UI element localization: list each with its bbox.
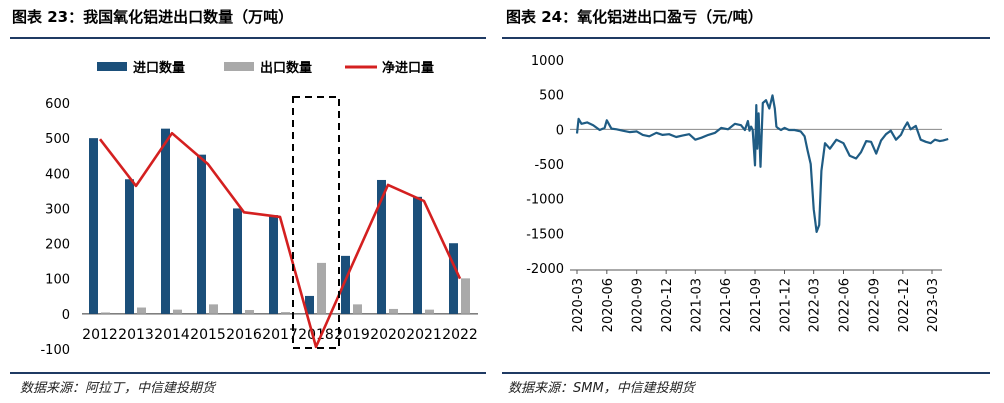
x-tick-label: 2022-06	[837, 278, 852, 332]
x-tick-label: 2020-12	[660, 278, 675, 332]
y-tick-label: 400	[45, 167, 70, 182]
chart-title: 图表 23：我国氧化铝进出口数量（万吨）	[12, 8, 294, 26]
x-tick-label: 2016	[226, 327, 262, 343]
x-tick-label: 2021-03	[689, 278, 704, 332]
footer-rule	[10, 372, 486, 374]
x-tick-label: 2022-12	[897, 278, 912, 332]
y-tick-label: 300	[45, 202, 70, 217]
legend-swatch	[97, 62, 127, 71]
x-tick-label: 2018	[298, 327, 334, 343]
export-bar	[317, 262, 326, 314]
y-tick-label: 500	[539, 89, 564, 104]
source-note: 数据来源：阿拉丁，中信建投期货	[20, 381, 216, 396]
y-tick-label: 0	[62, 308, 70, 323]
legend-label: 出口数量	[260, 60, 312, 76]
title-rule	[10, 37, 486, 39]
import-bar	[413, 196, 422, 314]
chart-title: 图表 24：氧化铝进出口盈亏（元/吨）	[506, 8, 763, 26]
profit-loss-chart: -2000 -1500 -1000 -500 0 500 1000 2020-03 2020-0…	[526, 54, 949, 332]
y-tick-label: -500	[534, 158, 564, 173]
x-tick-label: 2023-03	[926, 278, 941, 332]
x-tick-label: 2020-09	[631, 278, 646, 332]
export-bar	[425, 309, 434, 314]
x-tick-label: 2020-03	[571, 278, 586, 332]
x-tick-label: 2019	[334, 327, 370, 343]
import-bar	[305, 295, 314, 314]
export-bar	[137, 307, 146, 314]
y-tick-label: 500	[45, 132, 70, 147]
y-tick-label: -100	[40, 343, 70, 358]
import-bar	[161, 128, 170, 314]
legend-label: 进口数量	[133, 60, 185, 76]
legend-swatch	[224, 62, 254, 71]
x-tick-label: 2021-09	[749, 278, 764, 332]
x-tick-label: 2014	[154, 327, 190, 343]
import-bar	[269, 215, 278, 314]
y-tick-label: 1000	[531, 54, 564, 69]
source-note: 数据来源：SMM，中信建投期货	[508, 381, 695, 396]
y-tick-label: -1000	[526, 193, 564, 208]
import-bar	[233, 208, 242, 314]
title-rule	[502, 37, 990, 39]
export-bar	[173, 309, 182, 314]
export-bar	[461, 278, 470, 314]
x-tick-label: 2021-12	[778, 278, 793, 332]
y-tick-label: 600	[45, 97, 70, 112]
import-bar	[125, 179, 134, 314]
profit-loss-panel: 图表 24：氧化铝进出口盈亏（元/吨） -2000 -1500 -1000 -500 0…	[492, 0, 1004, 403]
x-tick-label: 2020-06	[601, 278, 616, 332]
x-tick-label: 2021-06	[719, 278, 734, 332]
x-tick-label: 2013	[118, 327, 154, 343]
export-bar	[353, 304, 362, 314]
import-bar	[197, 154, 206, 314]
highlight-box	[292, 96, 340, 349]
y-tick-label: 0	[556, 123, 564, 138]
x-tick-label: 2021	[406, 327, 442, 343]
import-export-volume-panel: 图表 23：我国氧化铝进出口数量（万吨） -100 0 100 200 300 400 50…	[0, 0, 488, 403]
profit-loss-line	[575, 94, 949, 233]
x-tick-label: 2022-09	[867, 278, 882, 332]
x-tick-label: 2017	[262, 327, 298, 343]
import-bar	[449, 243, 458, 314]
footer-rule	[502, 372, 990, 374]
import-bar	[89, 138, 98, 314]
y-tick-label: -2000	[526, 262, 564, 277]
export-bar	[101, 312, 110, 314]
export-bar	[281, 312, 290, 314]
net-import-line	[98, 131, 462, 349]
y-tick-label: 200	[45, 238, 70, 253]
x-tick-label: 2022-03	[808, 278, 823, 332]
legend-label: 净进口量	[382, 60, 434, 76]
export-bar	[209, 304, 218, 314]
import-bar	[341, 255, 350, 314]
import-bar	[377, 179, 386, 314]
x-tick-label: 2012	[82, 327, 118, 343]
x-tick-label: 2020	[370, 327, 406, 343]
x-tick-label: 2022	[442, 327, 478, 343]
y-tick-label: 100	[45, 273, 70, 288]
export-bar	[245, 309, 254, 314]
x-tick-label: 2015	[190, 327, 226, 343]
y-tick-label: -1500	[526, 227, 564, 242]
export-bar	[389, 308, 398, 314]
